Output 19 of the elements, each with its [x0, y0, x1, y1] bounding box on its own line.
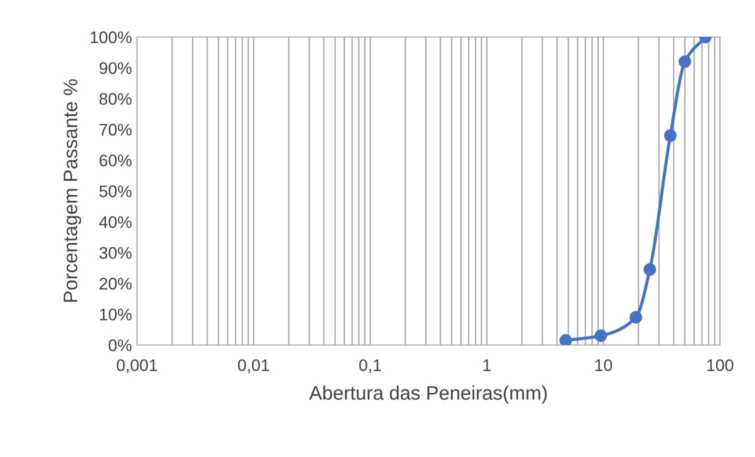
y-tick-label: 30%	[99, 247, 132, 259]
y-tick-label: 60%	[100, 154, 132, 166]
x-axis-title: Abertura das Peneiras(mm)	[309, 386, 547, 404]
y-tick-label: 90%	[100, 62, 132, 74]
y-tick-label: 80%	[100, 93, 132, 105]
y-tick-label: 40%	[99, 216, 132, 228]
y-tick-label: 0%	[108, 339, 132, 352]
x-tick-label: 0,1	[359, 359, 381, 374]
x-tick-label: 0,01	[238, 359, 270, 374]
y-tick-label: 100%	[90, 31, 132, 44]
y-tick-label: 20%	[100, 278, 132, 290]
y-tick-label: 10%	[100, 308, 132, 320]
y-tick-label: 70%	[100, 124, 132, 136]
x-tick-label: 0,001	[116, 359, 158, 374]
x-tick-label: 100	[707, 359, 734, 372]
x-tick-label: 1	[483, 360, 491, 371]
x-tick-label: 10	[595, 359, 612, 372]
y-tick-label: 50%	[99, 185, 132, 198]
y-axis-title: Porcentagem Passante %	[64, 79, 82, 302]
